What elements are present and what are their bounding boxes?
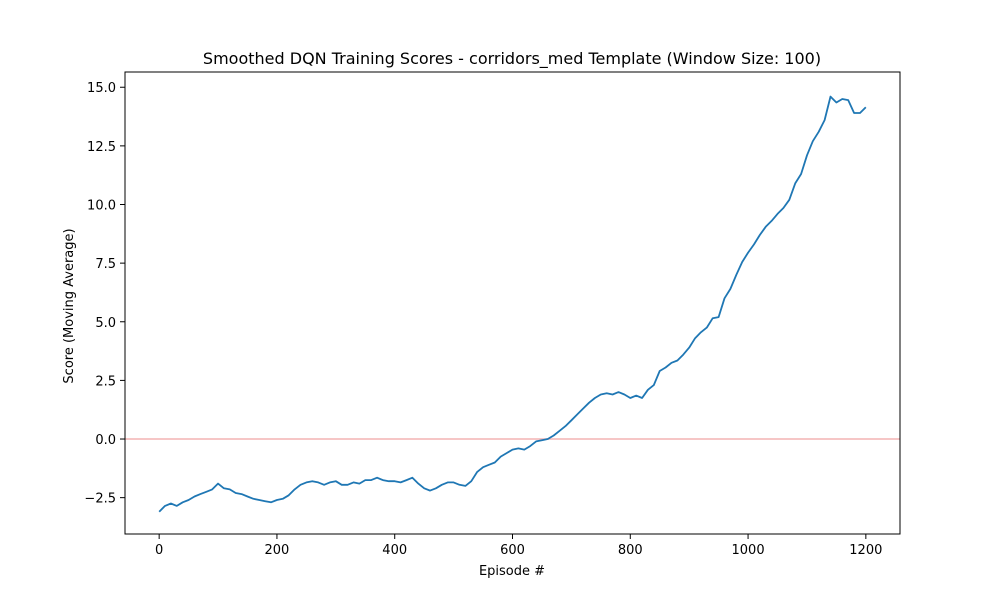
x-tick-label: 1200 xyxy=(849,543,882,558)
x-axis-ticks: 0 200 400 600 800 1000 1200 xyxy=(155,534,882,558)
x-tick-label: 400 xyxy=(382,543,407,558)
x-tick-label: 1000 xyxy=(732,543,765,558)
y-axis-label: Score (Moving Average) xyxy=(62,228,77,383)
y-tick-label: 12.5 xyxy=(87,140,116,155)
x-tick-label: 800 xyxy=(618,543,643,558)
chart-title: Smoothed DQN Training Scores - corridors… xyxy=(203,49,821,69)
y-tick-label: 15.0 xyxy=(87,81,116,96)
x-tick-label: 0 xyxy=(155,543,163,558)
y-tick-label: 10.0 xyxy=(87,199,116,214)
x-tick-label: 200 xyxy=(265,543,290,558)
plot-frame xyxy=(124,71,901,535)
y-tick-label: 5.0 xyxy=(95,316,116,331)
y-tick-label: 2.5 xyxy=(95,374,116,389)
plot-area xyxy=(124,71,901,535)
series-line xyxy=(158,95,867,513)
x-axis-label: Episode # xyxy=(479,564,545,579)
y-tick-label: 0.0 xyxy=(95,433,116,448)
y-tick-label: 7.5 xyxy=(95,257,116,272)
y-axis-ticks: −2.5 0.0 2.5 5.0 7.5 10.0 12.5 15.0 xyxy=(84,81,125,507)
y-tick-label: −2.5 xyxy=(84,492,116,507)
x-tick-label: 600 xyxy=(500,543,525,558)
